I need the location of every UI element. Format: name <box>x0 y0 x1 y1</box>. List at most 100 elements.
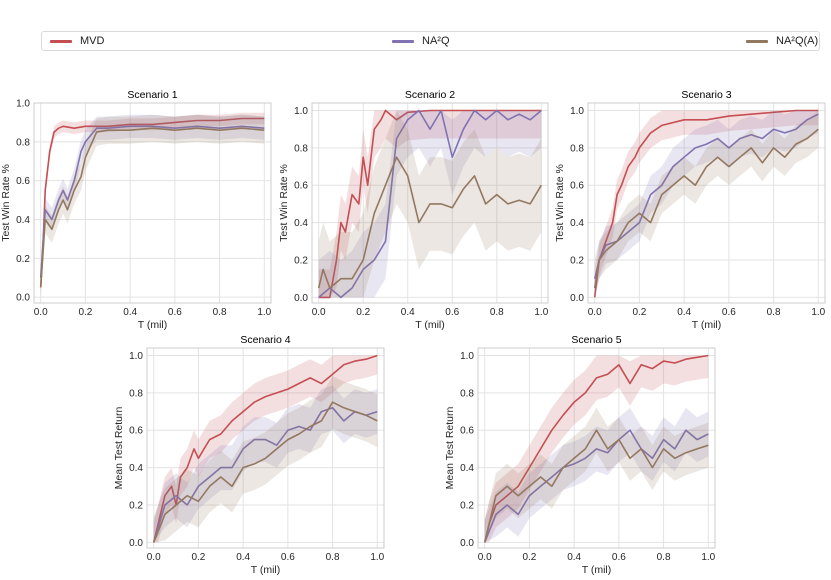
x-tick-label: 0.4 <box>123 307 137 318</box>
y-tick-label: 1.0 <box>16 99 30 110</box>
plot-frame <box>146 347 385 549</box>
y-tick-label: 0.8 <box>294 143 308 154</box>
series-line-2 <box>483 429 709 543</box>
y-tick-label: 0.0 <box>129 538 143 549</box>
plot-area <box>147 348 384 548</box>
chart-title: Scenario 1 <box>127 89 177 101</box>
series-band-1 <box>484 355 709 543</box>
x-tick-label: 0.6 <box>612 552 626 563</box>
legend-item-na2qa: NA²Q(A) <box>746 32 818 50</box>
y-tick-label: 1.0 <box>460 351 474 362</box>
y-axis-label: Test Win Rate % <box>554 164 566 242</box>
plot-area <box>34 103 271 303</box>
legend-label-na2qa: NA²Q(A) <box>776 35 819 47</box>
y-tick-label: 0.6 <box>570 181 584 192</box>
y-tick-label: 0.4 <box>129 463 143 474</box>
x-tick-label: 0.4 <box>567 552 581 563</box>
x-tick-label: 1.0 <box>701 552 715 563</box>
x-axis-label: T (mil) <box>692 319 722 331</box>
chart-title: Scenario 3 <box>681 89 731 101</box>
series-band-3 <box>153 376 378 543</box>
series-line-2 <box>318 109 542 299</box>
plot-area <box>588 103 825 303</box>
chart-panel-5: 0.0 0.2 0.4 0.6 0.8 1.0 0.0 0.2 0.4 0.6 0.8 1.0 Scen… <box>444 334 716 576</box>
chart-panel-2: 0.0 0.2 0.4 0.6 0.8 1.0 0.0 0.2 0.4 0.6 0.8 1.0 Scen… <box>278 89 549 331</box>
y-tick-label: 0.0 <box>16 293 30 304</box>
x-tick-label: 0.6 <box>168 307 182 318</box>
x-tick-label: 0.4 <box>236 552 250 563</box>
series-band-1 <box>153 355 378 543</box>
chart-panel-1: 0.0 0.2 0.4 0.6 0.8 1.0 0.0 0.2 0.4 0.6 0.8 1.0 Scen… <box>0 89 272 331</box>
series-line-2 <box>152 406 378 543</box>
x-tick-label: 0.6 <box>281 552 295 563</box>
series-line-3 <box>593 128 819 289</box>
y-tick-label: 0.4 <box>16 215 30 226</box>
x-tick-label: 0.2 <box>78 307 92 318</box>
plot-frame <box>477 347 716 549</box>
chart-title: Scenario 4 <box>240 334 290 346</box>
y-tick-label: 0.6 <box>460 426 474 437</box>
chart-title: Scenario 2 <box>405 89 455 101</box>
x-tick-label: 1.0 <box>257 307 271 318</box>
series-band-2 <box>318 110 542 298</box>
y-axis-label: Test Win Rate % <box>0 164 12 242</box>
y-tick-label: 0.4 <box>294 218 308 229</box>
series-band-3 <box>484 407 709 543</box>
x-tick-label: 0.0 <box>147 552 161 563</box>
y-tick-label: 1.0 <box>129 351 143 362</box>
series-line-3 <box>152 401 378 543</box>
y-axis-label: Mean Test Return <box>113 407 125 490</box>
x-tick-label: 1.0 <box>811 307 825 318</box>
y-tick-label: 0.8 <box>460 388 474 399</box>
x-tick-label: 0.0 <box>478 552 492 563</box>
series-band-1 <box>318 110 542 298</box>
x-axis-label: T (mil) <box>415 319 445 331</box>
x-tick-label: 0.8 <box>490 307 504 318</box>
y-tick-label: 0.8 <box>570 143 584 154</box>
y-tick-label: 1.0 <box>570 106 584 117</box>
plot-frame <box>587 102 826 304</box>
x-tick-label: 0.6 <box>722 307 736 318</box>
series-band-2 <box>40 114 265 290</box>
series-line-1 <box>593 109 819 298</box>
y-tick-label: 0.4 <box>460 463 474 474</box>
x-tick-label: 0.2 <box>522 552 536 563</box>
plot-frame <box>33 102 272 304</box>
series-band-2 <box>484 407 709 543</box>
x-axis-label: T (mil) <box>138 319 168 331</box>
series-line-2 <box>39 125 265 278</box>
y-axis-label: Mean Test Return <box>444 407 456 490</box>
x-tick-label: 0.6 <box>445 307 459 318</box>
series-band-1 <box>40 112 265 294</box>
x-axis-label: T (mil) <box>582 564 612 576</box>
y-tick-label: 0.2 <box>460 501 474 512</box>
x-tick-label: 0.8 <box>657 552 671 563</box>
x-tick-label: 0.2 <box>632 307 646 318</box>
y-axis-label: Test Win Rate % <box>278 164 290 242</box>
series-line-1 <box>318 109 542 299</box>
y-tick-label: 0.2 <box>294 256 308 267</box>
legend-label-na2q: NA²Q <box>422 35 450 47</box>
y-tick-label: 0.6 <box>129 426 143 437</box>
y-tick-label: 0.6 <box>294 181 308 192</box>
legend-swatch-na2q <box>392 39 414 43</box>
legend-swatch-mvd <box>50 39 72 43</box>
x-tick-label: 0.0 <box>588 307 602 318</box>
x-tick-label: 1.0 <box>370 552 384 563</box>
series-line-2 <box>593 113 819 279</box>
x-tick-label: 0.8 <box>326 552 340 563</box>
x-tick-label: 0.8 <box>213 307 227 318</box>
series-band-2 <box>153 385 378 543</box>
series-line-3 <box>317 156 542 289</box>
series-band-3 <box>594 110 819 298</box>
x-tick-label: 1.0 <box>534 307 548 318</box>
legend: MVD NA²Q NA²Q(A) <box>41 31 820 51</box>
series-band-3 <box>40 114 265 298</box>
y-tick-label: 0.0 <box>460 538 474 549</box>
y-tick-label: 1.0 <box>294 106 308 117</box>
x-tick-label: 0.0 <box>34 307 48 318</box>
y-tick-label: 0.8 <box>129 388 143 399</box>
y-tick-label: 0.2 <box>16 254 30 265</box>
series-line-3 <box>483 429 709 543</box>
